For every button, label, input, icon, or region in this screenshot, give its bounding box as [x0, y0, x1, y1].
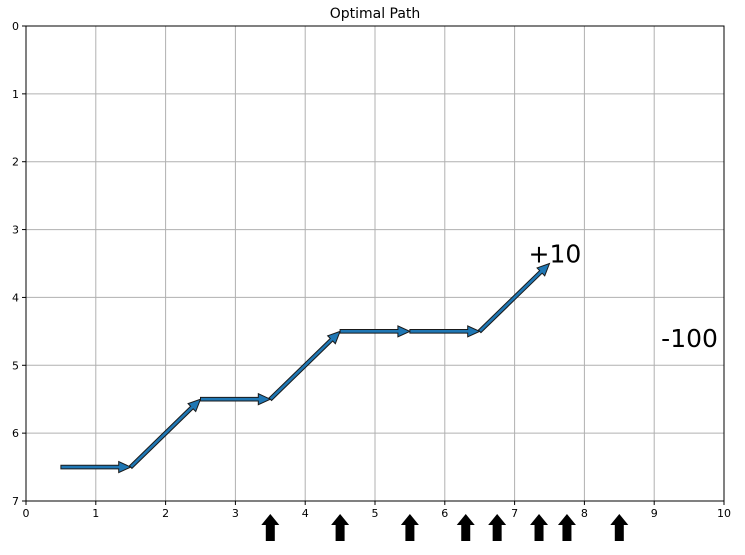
- x-tick-label: 10: [717, 507, 731, 520]
- up-arrow-icon: [331, 514, 350, 541]
- path-arrow: [409, 325, 481, 338]
- optimal-path: [60, 262, 551, 474]
- y-tick-label: 6: [12, 427, 19, 440]
- x-tick-label: 3: [232, 507, 239, 520]
- bottom-up-arrows: [261, 514, 629, 541]
- annotations: +10 -100: [529, 239, 718, 353]
- y-tick-label: 0: [12, 20, 19, 33]
- x-tick-label: 1: [92, 507, 99, 520]
- up-arrow-icon: [530, 514, 549, 541]
- x-tick-label: 2: [162, 507, 169, 520]
- y-tick-label: 2: [12, 156, 19, 169]
- up-arrow-icon: [610, 514, 629, 541]
- annotation-text: +10: [529, 239, 582, 268]
- grid-layer: [25, 25, 725, 502]
- chart-title: Optimal Path: [330, 6, 421, 22]
- x-tick-label: 0: [23, 507, 30, 520]
- x-tick-label: 8: [581, 507, 588, 520]
- path-arrow: [60, 460, 132, 474]
- up-arrow-icon: [456, 514, 475, 541]
- y-tick-label: 1: [12, 88, 19, 101]
- y-tick-label: 7: [12, 495, 19, 508]
- x-tick-label: 9: [651, 507, 658, 520]
- y-tick-label: 4: [12, 291, 19, 304]
- y-tick-label: 5: [12, 359, 19, 372]
- up-arrow-icon: [557, 514, 576, 541]
- path-arrow: [200, 392, 272, 406]
- up-arrow-icon: [488, 514, 507, 541]
- x-tick-label: 7: [511, 507, 518, 520]
- x-tick-label: 6: [441, 507, 448, 520]
- axis-ticks: 0 1 2 3 4 5 6 7 8 9 10 0 1 2 3 4 5 6 7: [12, 20, 731, 520]
- path-arrow: [128, 398, 202, 470]
- up-arrow-icon: [261, 514, 280, 541]
- path-arrow: [477, 262, 551, 334]
- y-tick-label: 3: [12, 224, 19, 237]
- up-arrow-icon: [400, 514, 419, 541]
- path-arrow: [268, 330, 341, 402]
- annotation-text: -100: [661, 324, 718, 353]
- x-tick-label: 5: [372, 507, 379, 520]
- path-arrow: [339, 325, 412, 338]
- x-tick-label: 4: [302, 507, 309, 520]
